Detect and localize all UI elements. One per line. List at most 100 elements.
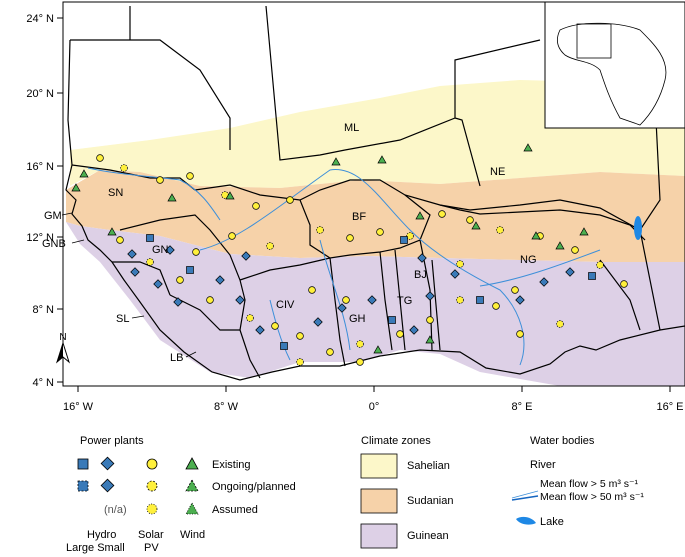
solar-plant-marker bbox=[516, 330, 524, 338]
solar-plant-marker bbox=[571, 246, 579, 254]
solar-plant-marker bbox=[271, 322, 279, 330]
country-label-lb: LB bbox=[170, 352, 183, 364]
guinean-zone bbox=[66, 222, 685, 386]
hydro-plant-marker bbox=[409, 325, 419, 335]
country-label-bj: BJ bbox=[414, 269, 427, 281]
solar-plant-marker bbox=[492, 302, 500, 310]
legend-status-existing: Existing bbox=[212, 459, 251, 471]
hydro-plant-marker bbox=[588, 272, 596, 280]
legend-col-wind: Wind bbox=[180, 529, 205, 541]
hydro-plant-marker bbox=[215, 275, 225, 285]
hydro-plant-marker bbox=[450, 269, 460, 279]
hydro-plant-marker bbox=[130, 267, 140, 277]
legend-wind-existing bbox=[185, 457, 199, 470]
legend-col-large-small: Large Small bbox=[66, 542, 125, 554]
legend-wind-assumed bbox=[185, 502, 199, 515]
inset-extent-box bbox=[576, 23, 612, 59]
solar-plant-marker bbox=[266, 242, 274, 250]
country-label-bf: BF bbox=[352, 211, 366, 223]
legend-col-pv: PV bbox=[144, 542, 159, 554]
hydro-plant-marker bbox=[235, 295, 245, 305]
legend-hydro-small-existing bbox=[100, 456, 115, 471]
solar-plant-marker bbox=[342, 296, 350, 304]
lat-label-12n: 12° N bbox=[26, 232, 54, 244]
legend: Power plants Existing Ongoing/planned As… bbox=[66, 435, 644, 554]
solar-plant-marker bbox=[116, 236, 124, 244]
solar-plant-marker bbox=[406, 232, 414, 240]
lon-label-0: 0° bbox=[369, 401, 380, 413]
solar-plant-marker bbox=[376, 228, 384, 236]
solar-plant-marker bbox=[596, 261, 604, 269]
wind-plant-marker bbox=[415, 211, 425, 220]
solar-plant-marker bbox=[156, 176, 164, 184]
country-label-tg: TG bbox=[397, 295, 412, 307]
hydro-plant-marker bbox=[400, 236, 408, 244]
legend-swatch-sudanian bbox=[360, 488, 398, 514]
country-label-gnb: GNB bbox=[42, 238, 66, 250]
rivers bbox=[87, 167, 601, 366]
legend-hydro-small-ongoing bbox=[100, 478, 115, 493]
legend-lake-symbol bbox=[516, 516, 536, 525]
country-label-gh: GH bbox=[349, 313, 366, 325]
hydro-plant-marker bbox=[280, 342, 288, 350]
hydro-plant-marker bbox=[127, 249, 137, 259]
solar-plant-marker bbox=[356, 358, 364, 366]
legend-climate-guinean: Guinean bbox=[407, 530, 449, 542]
solar-plant-marker bbox=[286, 196, 294, 204]
sahelian-zone bbox=[70, 80, 685, 188]
solar-plant-marker bbox=[496, 226, 504, 234]
hydro-plant-marker bbox=[388, 316, 396, 324]
lat-label-8n: 8° N bbox=[32, 304, 54, 316]
legend-flow-high: Mean flow > 50 m³ s⁻¹ bbox=[540, 491, 644, 503]
legend-swatch-guinean bbox=[360, 523, 398, 549]
hydro-plant-marker bbox=[165, 245, 175, 255]
legend-col-solar: Solar bbox=[138, 529, 164, 541]
lat-label-24n: 24° N bbox=[26, 13, 54, 25]
lat-label-16n: 16° N bbox=[26, 161, 54, 173]
solar-plant-marker bbox=[438, 210, 446, 218]
north-arrow: N bbox=[56, 332, 70, 364]
solar-plant-marker bbox=[456, 260, 464, 268]
hydro-plant-marker bbox=[241, 251, 251, 261]
legend-hydro-large-ongoing bbox=[77, 480, 89, 492]
solar-plant-marker bbox=[146, 258, 154, 266]
country-borders bbox=[65, 5, 685, 381]
wind-plant-marker bbox=[373, 345, 383, 354]
country-label-sl: SL bbox=[116, 313, 129, 325]
hydro-plant-marker bbox=[515, 295, 525, 305]
lat-label-4n: 4° N bbox=[32, 377, 54, 389]
hydro-plant-marker bbox=[417, 253, 427, 263]
wind-plant-marker bbox=[331, 157, 341, 166]
solar-plant-marker bbox=[176, 276, 184, 284]
country-label-gm: GM bbox=[44, 210, 62, 222]
solar-plant-marker bbox=[356, 340, 364, 348]
hydro-plant-marker bbox=[313, 317, 323, 327]
legend-status-ongoing: Ongoing/planned bbox=[212, 481, 296, 493]
solar-plant-marker bbox=[346, 234, 354, 242]
hydro-plant-marker bbox=[146, 234, 154, 242]
solar-plant-marker bbox=[96, 154, 104, 162]
solar-plant-marker bbox=[186, 172, 194, 180]
sudanian-zone bbox=[66, 170, 685, 262]
legend-river-low-line bbox=[511, 490, 539, 499]
country-label-civ: CIV bbox=[276, 299, 295, 311]
legend-solar-ongoing bbox=[146, 480, 158, 492]
lake-chad bbox=[634, 216, 642, 240]
solar-plant-marker bbox=[456, 296, 464, 304]
wind-plant-marker bbox=[225, 191, 235, 200]
solar-plant-marker bbox=[192, 248, 200, 256]
solar-plant-marker bbox=[316, 226, 324, 234]
wind-plant-marker bbox=[377, 155, 387, 164]
wind-plant-marker bbox=[79, 169, 89, 178]
hydro-plant-marker bbox=[153, 279, 163, 289]
wind-plant-marker bbox=[425, 335, 435, 344]
solar-plant-marker bbox=[296, 332, 304, 340]
hydro-plant-marker bbox=[337, 303, 347, 313]
hydro-plant-marker bbox=[425, 291, 435, 301]
lon-label-8w: 8° W bbox=[214, 401, 239, 413]
legend-hydro-large-existing bbox=[77, 458, 89, 470]
power-plant-markers bbox=[71, 143, 628, 366]
wind-plant-marker bbox=[71, 183, 81, 192]
legend-flow-low: Mean flow > 5 m³ s⁻¹ bbox=[540, 478, 639, 490]
